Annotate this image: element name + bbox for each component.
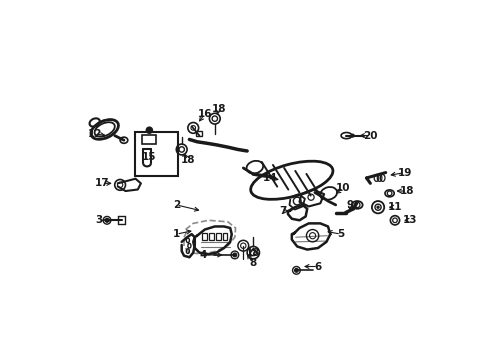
Text: 8: 8 — [248, 258, 256, 267]
Text: 2: 2 — [172, 200, 180, 210]
Bar — [142, 135, 156, 144]
Text: 19: 19 — [397, 167, 411, 177]
Text: 4: 4 — [199, 250, 206, 260]
Bar — [216, 233, 221, 240]
Text: 12: 12 — [87, 129, 102, 139]
Bar — [135, 132, 178, 176]
Text: 18: 18 — [245, 248, 260, 258]
Text: 15: 15 — [141, 152, 156, 162]
Circle shape — [350, 134, 353, 137]
Bar — [202, 233, 207, 240]
Text: 6: 6 — [314, 261, 321, 271]
Circle shape — [232, 253, 236, 257]
Text: 18: 18 — [211, 104, 225, 114]
Text: 9: 9 — [346, 200, 353, 210]
Text: 18: 18 — [399, 186, 414, 196]
Text: 5: 5 — [337, 229, 344, 239]
Circle shape — [105, 219, 109, 222]
Text: 1: 1 — [172, 229, 180, 239]
Text: 3: 3 — [95, 215, 102, 225]
Text: 20: 20 — [363, 131, 377, 141]
Bar — [209, 233, 214, 240]
Circle shape — [376, 206, 378, 208]
Text: 18: 18 — [180, 155, 195, 165]
Text: 16: 16 — [197, 109, 212, 119]
Text: 7: 7 — [279, 206, 286, 216]
Circle shape — [146, 127, 152, 133]
Circle shape — [294, 269, 298, 272]
Bar — [222, 233, 226, 240]
Text: 10: 10 — [335, 183, 350, 193]
Text: 11: 11 — [387, 202, 402, 212]
Bar — [196, 131, 202, 136]
Text: 14: 14 — [263, 173, 277, 183]
Text: 13: 13 — [402, 215, 417, 225]
Text: 17: 17 — [95, 178, 109, 188]
